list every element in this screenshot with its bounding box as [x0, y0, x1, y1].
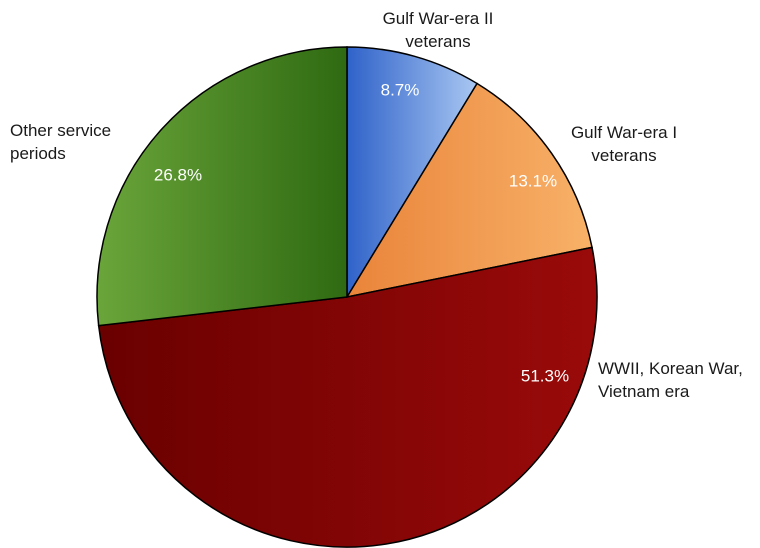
category-label-other-service-periods: Other service periods	[10, 121, 111, 163]
pct-label-gulf-war-era-i: 13.1%	[509, 171, 557, 190]
slice-other-service-periods	[96, 46, 348, 327]
category-label-line: Gulf War-era II	[383, 9, 494, 28]
slice-gulf-war-era-ii	[346, 46, 479, 300]
category-label-line: Other service	[10, 121, 111, 140]
category-label-gulf-war-era-ii: Gulf War-era II veterans	[383, 9, 494, 51]
category-label-wwii-korean-vietnam: WWII, Korean War, Vietnam era	[598, 359, 743, 401]
category-label-line: veterans	[405, 32, 470, 51]
slice-wwii-korean-vietnam	[97, 246, 598, 548]
category-label-line: Gulf War-era I	[571, 123, 677, 142]
category-label-gulf-war-era-i: Gulf War-era I veterans	[571, 123, 677, 165]
pct-label-wwii-korean-vietnam: 51.3%	[521, 366, 569, 385]
category-label-line: Vietnam era	[598, 382, 690, 401]
category-label-line: WWII, Korean War,	[598, 359, 743, 378]
category-label-line: veterans	[591, 146, 656, 165]
percentage-labels: 8.7% 13.1% 51.3% 26.8%	[154, 80, 569, 385]
pct-label-gulf-war-era-ii: 8.7%	[381, 80, 420, 99]
category-labels: Gulf War-era II veterans Gulf War-era I vet…	[10, 9, 743, 401]
slice-gulf-war-era-i	[345, 82, 593, 299]
category-label-line: periods	[10, 144, 66, 163]
pie-slices	[96, 46, 598, 548]
pct-label-other-service-periods: 26.8%	[154, 165, 202, 184]
